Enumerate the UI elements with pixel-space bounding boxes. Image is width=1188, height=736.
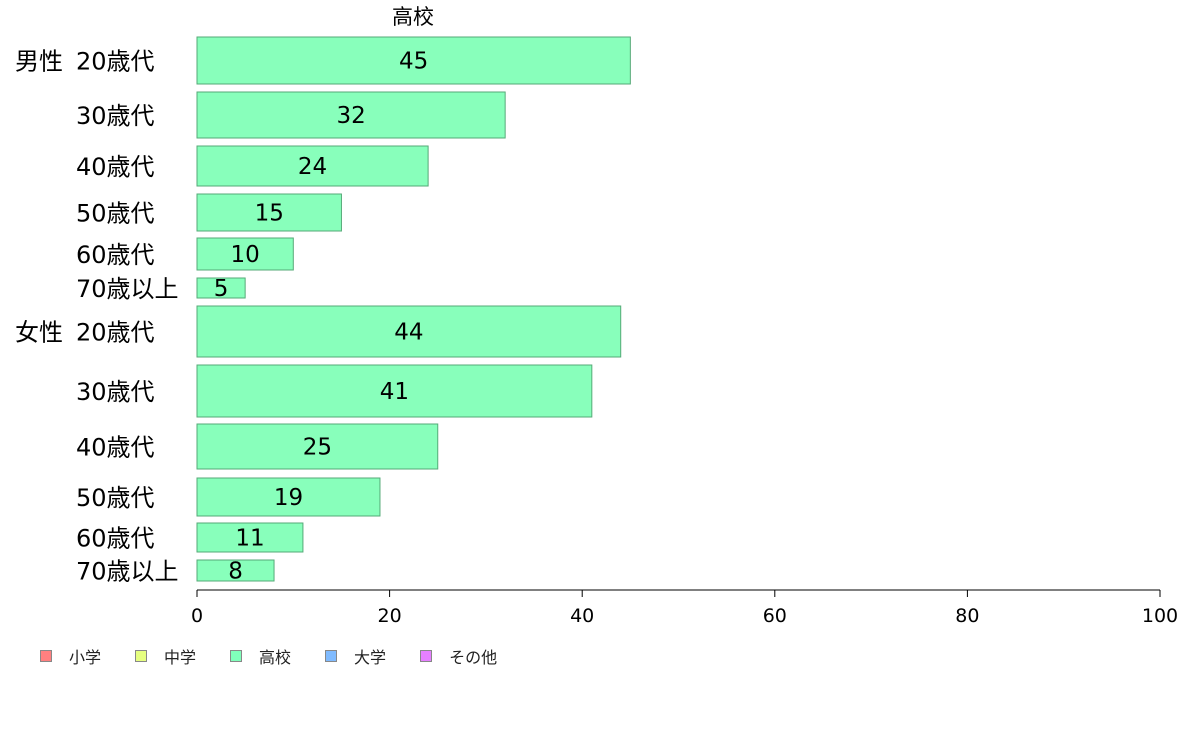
x-axis: 0 20 40 60 80 100 bbox=[191, 589, 1178, 627]
bar bbox=[196, 91, 506, 139]
bar-value-label: 15 bbox=[255, 201, 284, 227]
bar bbox=[196, 477, 381, 517]
category-label: 50歳代 bbox=[76, 200, 155, 228]
bar-value-label: 8 bbox=[228, 559, 243, 585]
bar bbox=[196, 364, 593, 418]
bar-value-label: 25 bbox=[303, 435, 332, 461]
legend-label: 小学 bbox=[69, 648, 102, 667]
x-tick-label: 80 bbox=[955, 605, 979, 627]
legend-item: 中学 bbox=[135, 644, 196, 668]
legend-swatch bbox=[325, 650, 338, 662]
legend-label: 大学 bbox=[354, 648, 387, 667]
legend-item: 高校 bbox=[230, 644, 291, 668]
legend-swatch bbox=[420, 650, 433, 662]
category-label: 50歳代 bbox=[76, 484, 155, 512]
group-label: 男性 bbox=[15, 48, 63, 76]
legend-item: 大学 bbox=[325, 644, 386, 668]
legend-item: その他 bbox=[420, 644, 497, 668]
x-tick-label: 100 bbox=[1142, 605, 1178, 627]
bar-value-label: 19 bbox=[274, 485, 303, 511]
bar bbox=[196, 305, 622, 358]
chart-title: 高校 bbox=[392, 5, 434, 29]
legend-label: その他 bbox=[449, 648, 498, 667]
bar-value-label: 11 bbox=[235, 526, 264, 552]
bar bbox=[196, 522, 304, 553]
category-label: 20歳代 bbox=[76, 48, 155, 76]
bar-value-label: 44 bbox=[394, 320, 423, 346]
legend-label: 高校 bbox=[259, 648, 292, 667]
bar bbox=[196, 423, 439, 470]
category-label: 60歳代 bbox=[76, 525, 155, 553]
chart: 高校 4520歳代男性3230歳代2440歳代1550歳代1060歳代570歳以… bbox=[15, 5, 1178, 627]
category-label: 30歳代 bbox=[76, 102, 155, 130]
x-tick-label: 20 bbox=[378, 605, 402, 627]
category-label: 40歳代 bbox=[76, 153, 155, 181]
legend-item: 小学 bbox=[40, 644, 101, 668]
bar bbox=[196, 237, 294, 271]
category-label: 70歳以上 bbox=[76, 558, 179, 586]
bar-value-label: 24 bbox=[298, 154, 327, 180]
bar-value-label: 32 bbox=[336, 103, 365, 129]
x-tick-label: 40 bbox=[570, 605, 594, 627]
category-label: 40歳代 bbox=[76, 434, 155, 462]
bar-value-label: 10 bbox=[231, 242, 260, 268]
category-label: 60歳代 bbox=[76, 241, 155, 269]
category-label: 70歳以上 bbox=[76, 275, 179, 303]
legend-label: 中学 bbox=[164, 648, 197, 667]
bar-value-label: 45 bbox=[399, 49, 428, 75]
category-label: 20歳代 bbox=[76, 319, 155, 347]
legend: 小学 中学 高校 大学 その他 bbox=[40, 644, 531, 668]
group-label: 女性 bbox=[15, 319, 63, 347]
x-tick-label: 60 bbox=[763, 605, 787, 627]
bar bbox=[196, 277, 246, 299]
bar bbox=[196, 559, 275, 582]
legend-swatch bbox=[230, 650, 243, 662]
x-tick-label: 0 bbox=[191, 605, 203, 627]
legend-swatch bbox=[135, 650, 148, 662]
legend-swatch bbox=[40, 650, 52, 662]
bar bbox=[196, 145, 429, 187]
bar-value-label: 41 bbox=[380, 379, 409, 405]
bars: 4520歳代男性3230歳代2440歳代1550歳代1060歳代570歳以上44… bbox=[15, 36, 631, 586]
bar bbox=[196, 193, 342, 232]
category-label: 30歳代 bbox=[76, 378, 155, 406]
bar-value-label: 5 bbox=[214, 276, 229, 302]
bar bbox=[196, 36, 631, 85]
